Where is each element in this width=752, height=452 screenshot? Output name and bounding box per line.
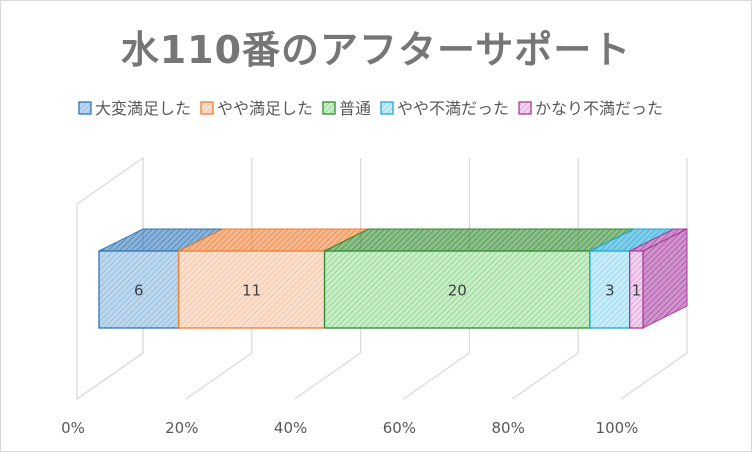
x-axis-ticks: 0% 20% 40% 60% 80% 100% bbox=[61, 419, 638, 437]
bar-segment bbox=[629, 250, 644, 329]
gridline-floor bbox=[403, 352, 470, 400]
data-labels: 6 11 20 3 1 bbox=[134, 282, 641, 300]
legend-swatch bbox=[518, 101, 532, 115]
x-tick-label: 80% bbox=[492, 419, 525, 437]
legend: 大変満足した やや満足した 普通 やや不満だった かなり不満だった bbox=[78, 99, 663, 118]
legend-label: 普通 bbox=[339, 99, 371, 118]
data-label: 1 bbox=[632, 282, 642, 300]
gridline-floor bbox=[294, 352, 361, 400]
bar-segment bbox=[589, 250, 631, 329]
gridline-floor bbox=[620, 352, 688, 400]
x-tick-label: 100% bbox=[596, 419, 639, 437]
legend-swatch bbox=[78, 101, 92, 115]
chart-title: 水110番のアフターサポート bbox=[120, 28, 632, 72]
legend-label: やや不満だった bbox=[397, 99, 509, 118]
legend-label: 大変満足した bbox=[95, 99, 191, 118]
data-label: 20 bbox=[448, 282, 467, 300]
gridline-floor bbox=[185, 352, 253, 400]
legend-swatch bbox=[380, 101, 394, 115]
data-label: 3 bbox=[605, 282, 615, 300]
legend-label: かなり不満だった bbox=[535, 99, 663, 118]
x-tick-label: 40% bbox=[274, 419, 307, 437]
legend-swatch bbox=[200, 101, 214, 115]
bar-top-face bbox=[324, 228, 635, 252]
legend-swatch bbox=[322, 101, 336, 115]
x-tick-label: 0% bbox=[61, 419, 85, 437]
gridline-floor bbox=[511, 352, 579, 400]
bar-segment bbox=[323, 250, 591, 329]
legend-label: やや満足した bbox=[217, 99, 313, 118]
x-tick-label: 60% bbox=[383, 419, 416, 437]
x-tick-label: 20% bbox=[165, 419, 198, 437]
bars bbox=[98, 228, 688, 329]
data-label: 6 bbox=[134, 282, 144, 300]
data-label: 11 bbox=[242, 282, 261, 300]
bar-segment bbox=[98, 250, 180, 329]
bar-segment bbox=[177, 250, 326, 329]
